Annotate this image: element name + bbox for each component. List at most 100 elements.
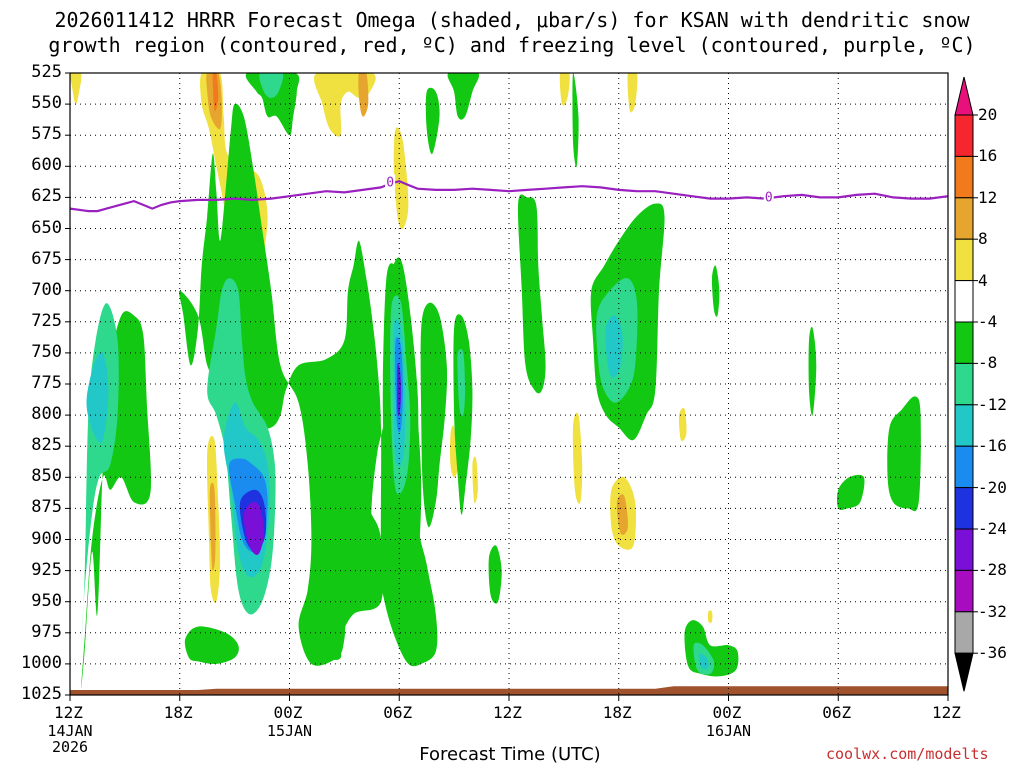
colorbar-swatch-11 [954, 528, 974, 571]
omega-region-neg-49 [572, 73, 579, 168]
date-label-day: 14JAN [47, 722, 93, 740]
date-label-year: 2026 [51, 738, 89, 756]
omega-region-pos-17 [472, 456, 478, 504]
omega-region-pos-10 [393, 127, 409, 230]
x-tick-label-24: 12Z [493, 703, 522, 722]
omega-region-neg-35 [259, 73, 284, 98]
colorbar-swatch-9 [954, 445, 974, 489]
colorbar-label-0: 20 [978, 105, 998, 124]
colorbar-label-5: -4 [978, 312, 998, 331]
omega-region-neg-34 [245, 73, 300, 136]
date-label-12: 15JAN [262, 723, 318, 739]
x-tick-label-48: 12Z [932, 703, 961, 722]
y-tick-label-975: 975 [31, 621, 62, 642]
y-tick-label-550: 550 [31, 93, 62, 114]
x-axis-title: Forecast Time (UTC) [419, 744, 601, 765]
colorbar-swatch-3 [954, 197, 974, 240]
colorbar-label-12: -32 [978, 601, 1007, 621]
x-tick-label-18: 06Z [383, 703, 413, 722]
colorbar-bottom-arrow [954, 652, 974, 692]
colorbar-swatch-12 [954, 569, 974, 613]
omega-region-neg-53 [605, 315, 623, 378]
colorbar-label-9: -20 [978, 477, 1007, 497]
y-tick-label-775: 775 [31, 373, 62, 393]
omega-region-pos-19 [627, 73, 638, 113]
omega-region-pos-24 [707, 610, 713, 623]
omega-region-neg-59 [836, 474, 865, 511]
y-tick-label-900: 900 [31, 528, 62, 549]
omega-region-pos-9 [358, 73, 369, 117]
x-tick-label-6: 18Z [163, 703, 193, 722]
omega-region-neg-43 [420, 302, 448, 528]
y-tick-label-575: 575 [31, 124, 62, 145]
date-label-day: 15JAN [266, 722, 313, 740]
omega-region-neg-36 [184, 626, 239, 665]
y-tick-label-675: 675 [31, 248, 62, 269]
omega-region-pos-23 [678, 407, 687, 442]
x-tick-label-30: 18Z [602, 703, 632, 722]
omega-region-pos-4 [212, 73, 219, 112]
freezing-marker-bg-1 [763, 189, 774, 204]
colorbar-label-7: -12 [978, 394, 1007, 414]
x-tick-label-36: 00Z [712, 703, 742, 722]
omega-region-neg-25 [81, 311, 152, 689]
colorbar-label-13: -36 [978, 643, 1007, 663]
colorbar-label-2: 12 [978, 187, 998, 207]
freezing-level-label-0: 0 [386, 175, 394, 190]
colorbar-label-3: 8 [978, 229, 988, 249]
colorbar-top-arrow [954, 76, 974, 116]
colorbar-swatch-6 [954, 321, 974, 364]
date-label-0: 14JAN 2026 [42, 723, 98, 755]
colorbar-label-4: 4 [978, 270, 988, 290]
chart-title-line2: growth region (contoured, red, ºC) and f… [48, 33, 976, 57]
omega-region-neg-45 [457, 348, 466, 417]
y-tick-label-1025: 1025 [21, 684, 62, 704]
date-label-day: 16JAN [705, 722, 752, 740]
x-tick-label-0: 12Z [54, 703, 83, 722]
y-tick-label-800: 800 [31, 404, 62, 425]
omega-region-neg-50 [517, 194, 546, 394]
colorbar-label-10: -24 [978, 519, 1007, 538]
y-tick-label-875: 875 [31, 497, 62, 518]
omega-region-neg-27 [86, 351, 109, 444]
omega-region-pos-22 [616, 494, 628, 535]
colorbar-swatch-4 [954, 238, 974, 282]
colorbar-swatch-8 [954, 404, 974, 447]
omega-region-neg-48 [425, 87, 440, 155]
colorbar-swatch-1 [954, 114, 974, 157]
omega-region-pos-16 [450, 425, 458, 478]
y-tick-label-600: 600 [31, 155, 62, 176]
omega-region-neg-56 [698, 653, 709, 670]
y-tick-label-625: 625 [31, 186, 62, 207]
omega-region-neg-46 [488, 545, 502, 604]
y-tick-label-525: 525 [31, 62, 62, 82]
freezing-marker-bg-0 [385, 174, 396, 189]
omega-region-neg-37 [321, 474, 384, 661]
y-tick-label-825: 825 [31, 435, 62, 456]
omega-region-neg-47 [447, 73, 480, 120]
colorbar-label-11: -28 [978, 560, 1007, 580]
freezing-level-label-1: 0 [765, 190, 773, 205]
colorbar-label-8: -16 [978, 436, 1007, 456]
y-tick-label-725: 725 [31, 310, 62, 331]
omega-region-neg-58 [808, 326, 817, 416]
y-tick-label-850: 850 [31, 466, 62, 487]
y-tick-label-700: 700 [31, 279, 62, 300]
y-tick-label-1000: 1000 [21, 652, 62, 673]
omega-region-pos-20 [572, 412, 583, 504]
omega-region-pos-0 [70, 73, 82, 105]
colorbar-swatch-10 [954, 487, 974, 530]
colorbar-label-6: -8 [978, 353, 998, 373]
colorbar-swatch-2 [954, 155, 974, 199]
omega-region-neg-28 [179, 103, 438, 667]
y-tick-label-925: 925 [31, 559, 62, 580]
omega-region-neg-33 [243, 501, 264, 555]
omega-region-pos-18 [559, 73, 570, 106]
x-tick-label-12: 00Z [273, 703, 303, 722]
y-tick-label-750: 750 [31, 341, 62, 362]
x-tick-label-42: 06Z [822, 703, 852, 722]
chart-title-line1: 2026011412 HRRR Forecast Omega (shaded, … [54, 8, 970, 32]
omega-region-neg-60 [887, 396, 921, 512]
omega-region-pos-14 [209, 482, 216, 571]
